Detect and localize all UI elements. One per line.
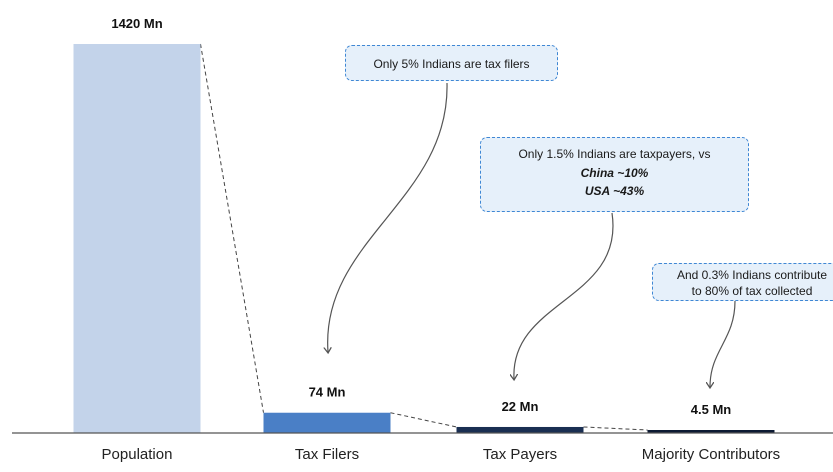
arrow-to-tax-payers xyxy=(514,212,614,379)
category-label-tax-payers: Tax Payers xyxy=(483,446,557,463)
callout-tax-payers-text: Only 1.5% Indians are taxpayers, vs xyxy=(518,147,711,161)
value-label-tax-filers: 74 Mn xyxy=(309,385,346,400)
value-label-tax-payers: 22 Mn xyxy=(502,399,539,414)
category-label-tax-filers: Tax Filers xyxy=(295,446,359,463)
bar-population xyxy=(73,44,201,433)
connector-3 xyxy=(583,426,648,431)
callout-contributors-text-1: And 0.3% Indians contribute xyxy=(676,268,828,282)
arrow-to-tax-filers xyxy=(328,82,448,352)
arrow-to-majority-contributors xyxy=(710,300,736,387)
callout-contributors-text-2: to 80% of tax collected xyxy=(691,284,813,299)
connector-1 xyxy=(200,43,264,413)
bar-majority-contributors xyxy=(647,430,775,433)
category-label-population: Population xyxy=(102,446,173,463)
callout-majority-contributors: And 0.3% Indians contribute to 80% of ta… xyxy=(652,263,833,301)
callout-usa-comparison: USA ~43% xyxy=(584,184,645,199)
callout-tax-payers: Only 1.5% Indians are taxpayers, vs Chin… xyxy=(480,137,749,212)
connector-2 xyxy=(390,412,457,428)
callout-tax-filers-text: Only 5% Indians are tax filers xyxy=(373,57,530,71)
callout-tax-filers: Only 5% Indians are tax filers xyxy=(345,45,558,81)
bar-tax-filers xyxy=(263,412,391,433)
category-label-majority-contributors: Majority Contributors xyxy=(642,446,780,463)
callout-china-comparison: China ~10% xyxy=(580,165,649,180)
bar-tax-payers xyxy=(456,426,584,433)
value-label-population: 1420 Mn xyxy=(111,16,162,31)
value-label-majority-contributors: 4.5 Mn xyxy=(691,402,732,417)
